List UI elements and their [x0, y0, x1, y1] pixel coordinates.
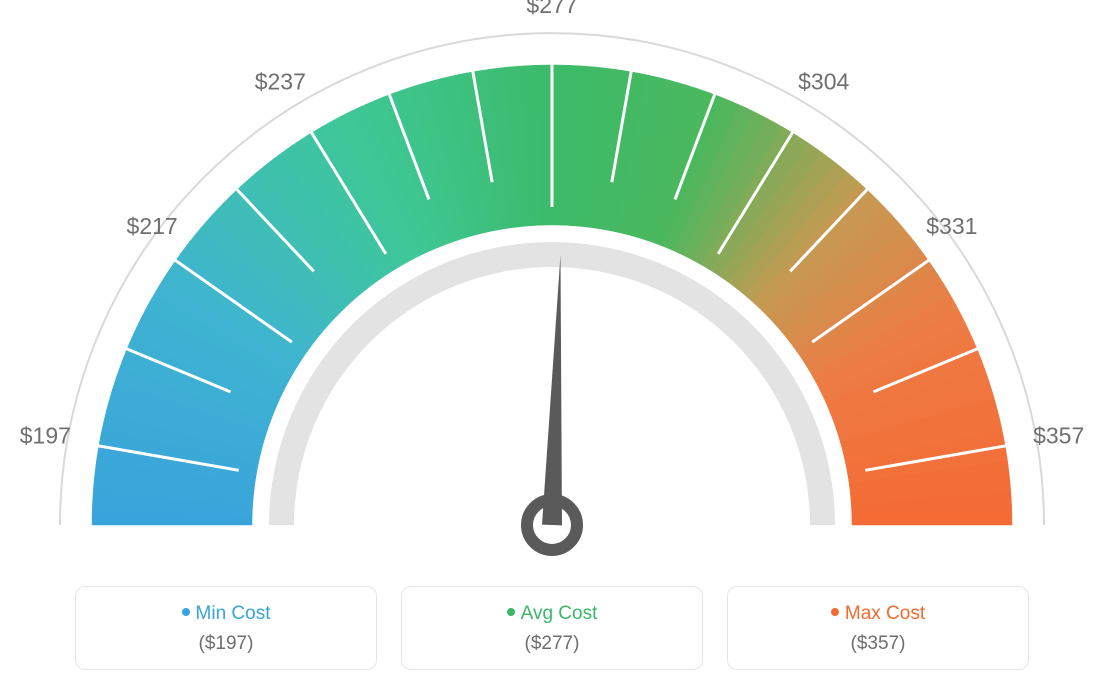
dot-icon: [507, 608, 515, 616]
legend-label-max: Max Cost: [845, 603, 925, 624]
legend-value-avg: ($277): [402, 633, 702, 655]
tick-label: $331: [926, 213, 977, 239]
legend-card-min: Min Cost ($197): [75, 586, 377, 670]
legend-title-min: Min Cost: [76, 603, 376, 625]
legend-card-max: Max Cost ($357): [727, 586, 1029, 670]
tick-label: $304: [798, 69, 849, 95]
tick-label: $197: [20, 423, 71, 449]
legend-label-avg: Avg Cost: [521, 603, 598, 624]
cost-gauge-container: $197 $217 $237 $277 $304 $331 $357 Min Cost ($…: [0, 0, 1104, 690]
legend-value-max: ($357): [728, 633, 1028, 655]
legend-card-avg: Avg Cost ($277): [401, 586, 703, 670]
tick-label: $357: [1033, 423, 1084, 449]
dot-icon: [831, 608, 839, 616]
dot-icon: [182, 608, 190, 616]
legend-row: Min Cost ($197) Avg Cost ($277) Max Cost…: [0, 586, 1104, 670]
needle: [542, 255, 562, 525]
tick-label: $217: [127, 213, 178, 239]
tick-label: $277: [526, 0, 577, 18]
legend-label-min: Min Cost: [196, 603, 271, 624]
legend-title-avg: Avg Cost: [402, 603, 702, 625]
legend-title-max: Max Cost: [728, 603, 1028, 625]
legend-value-min: ($197): [76, 633, 376, 655]
tick-label: $237: [255, 69, 306, 95]
gauge-chart: $197 $217 $237 $277 $304 $331 $357: [0, 0, 1104, 570]
